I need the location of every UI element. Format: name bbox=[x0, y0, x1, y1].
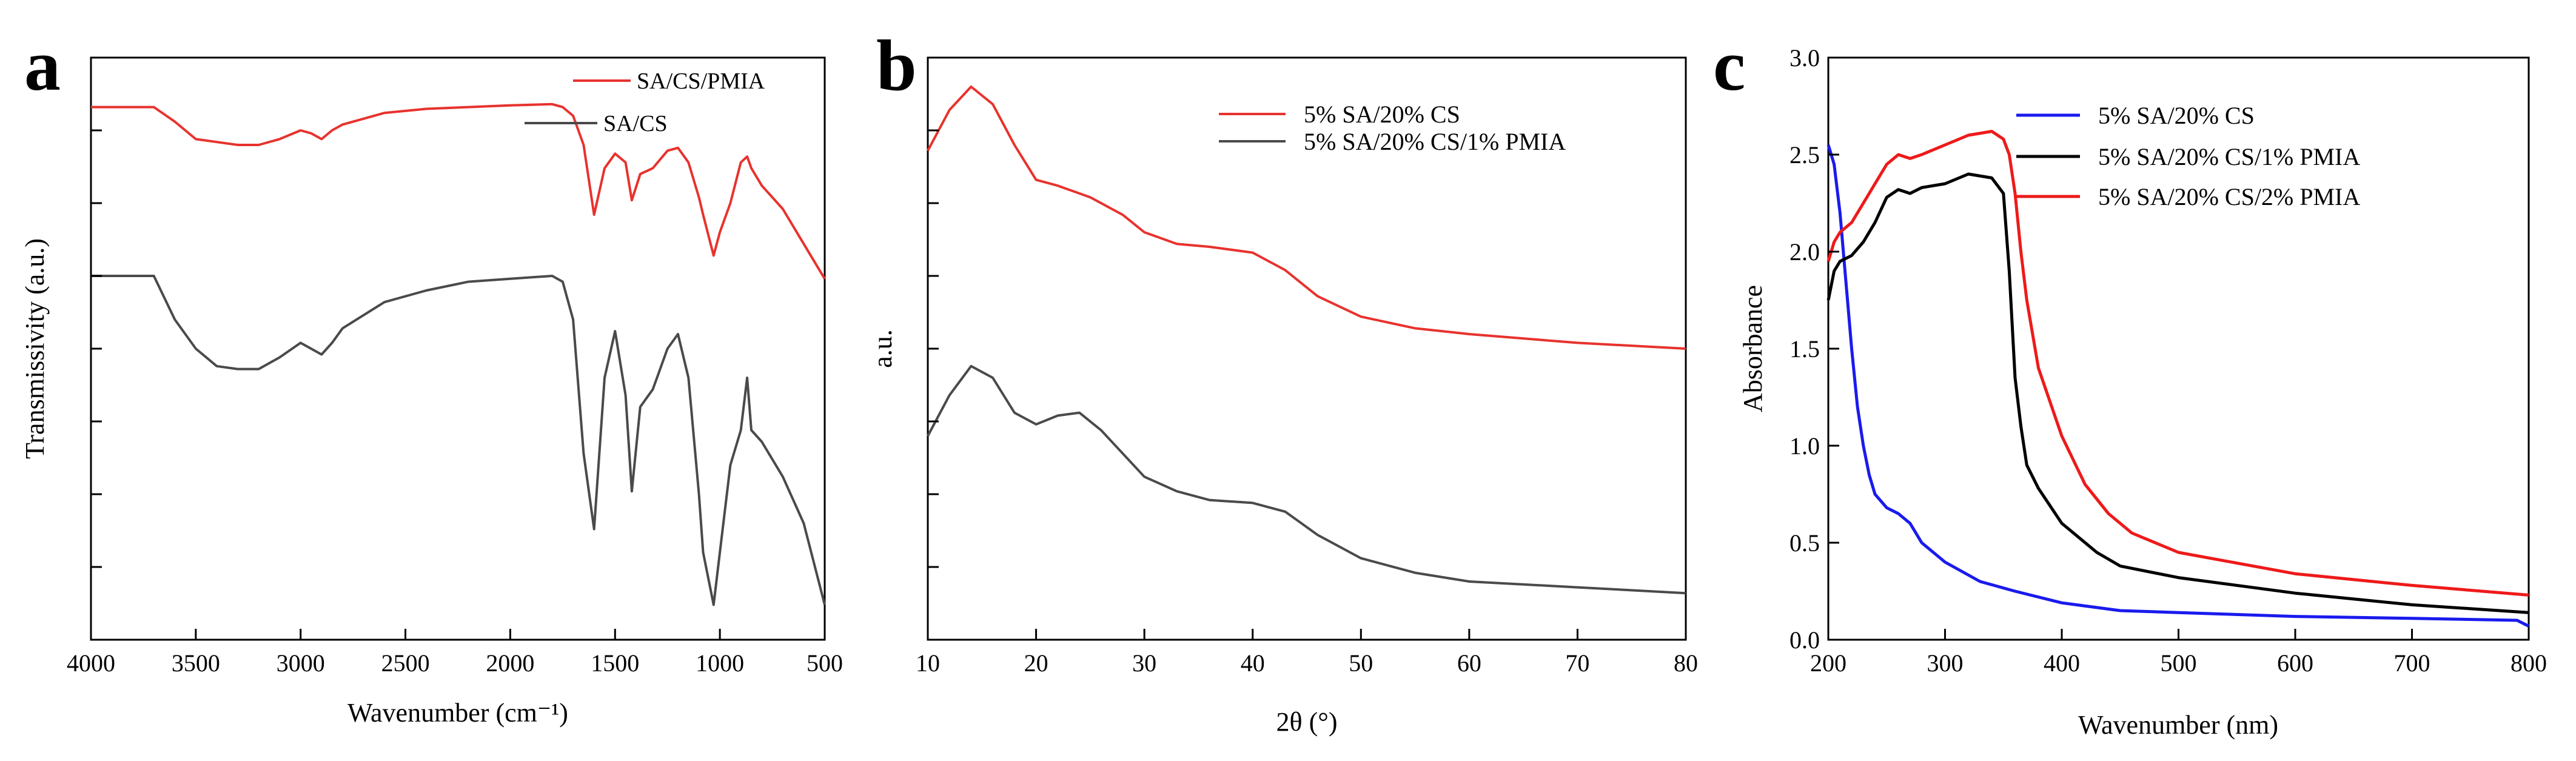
panel-b-x-axis-label: 2θ (°) bbox=[1276, 707, 1338, 737]
panel-c-x-tick-label: 400 bbox=[2044, 649, 2080, 677]
panel-c-axis-ticks: 200 300 400 500 600 700 800 0.0 0.5 1.0 1.5 2.0 2.5 3… bbox=[1789, 44, 2547, 677]
panel-a-x-tick-label: 1000 bbox=[696, 649, 744, 677]
panel-c-legend-label-1: 5% SA/20% CS bbox=[2098, 102, 2255, 129]
panel-b-series-line-2 bbox=[927, 364, 1686, 595]
panel-c-legend-label-2: 5% SA/20% CS/1% PMIA bbox=[2098, 143, 2360, 170]
panel-b-series-layer bbox=[927, 85, 1686, 595]
panel-c-series-line-1 bbox=[1826, 144, 2530, 628]
panel-a-x-tick-label: 1500 bbox=[591, 649, 639, 677]
panel-c-x-tick-label: 600 bbox=[2277, 649, 2313, 677]
panel-c-label: c bbox=[1713, 25, 1745, 106]
panel-b-x-tick-label: 20 bbox=[1024, 649, 1048, 677]
panel-b-x-tick-label: 70 bbox=[1565, 649, 1589, 677]
panel-b-legend-label-2: 5% SA/20% CS/1% PMIA bbox=[1304, 128, 1566, 155]
panel-c-series-line-3 bbox=[1826, 130, 2529, 597]
panel-a-series-line-1 bbox=[91, 102, 826, 280]
panel-c-y-tick-label: 2.0 bbox=[1789, 238, 1820, 266]
panel-a-series-line-2 bbox=[91, 275, 826, 606]
panel-c-x-tick-label: 500 bbox=[2161, 649, 2197, 677]
panel-c-legend-label-3: 5% SA/20% CS/2% PMIA bbox=[2098, 183, 2360, 210]
panel-b-x-tick-label: 80 bbox=[1674, 649, 1698, 677]
panel-c-x-tick-label: 300 bbox=[1927, 649, 1964, 677]
panel-a: 4000 3500 3000 2500 2000 1500 1000 500 a Wavenu… bbox=[20, 25, 843, 728]
panel-c-x-tick-label: 800 bbox=[2511, 649, 2547, 677]
panel-c-y-tick-label: 0.0 bbox=[1789, 626, 1820, 654]
panel-b-x-tick-label: 30 bbox=[1132, 649, 1156, 677]
panel-b-x-tick-label: 60 bbox=[1457, 649, 1481, 677]
panel-a-x-tick-label: 2500 bbox=[381, 649, 430, 677]
panel-a-x-tick-label: 4000 bbox=[67, 649, 115, 677]
panel-b-legend: 5% SA/20% CS 5% SA/20% CS/1% PMIA bbox=[1219, 101, 1566, 155]
panel-b: 10 20 30 40 50 60 70 80 b 2θ (°) a.u. 5% SA/20%… bbox=[868, 25, 1698, 737]
panel-a-series-layer bbox=[91, 102, 826, 606]
panel-b-x-tick-label: 50 bbox=[1349, 649, 1373, 677]
panel-c-legend: 5% SA/20% CS 5% SA/20% CS/1% PMIA 5% SA/… bbox=[2016, 102, 2360, 210]
panel-b-axis-ticks: 10 20 30 40 50 60 70 80 bbox=[916, 129, 1698, 677]
panel-c-series-line-2 bbox=[1826, 172, 2529, 614]
panel-a-x-tick-label: 500 bbox=[807, 649, 843, 677]
panel-a-y-axis-label: Transmissivity (a.u.) bbox=[20, 238, 50, 459]
panel-c-x-tick-label: 200 bbox=[1810, 649, 1846, 677]
panel-a-x-tick-label: 3000 bbox=[277, 649, 325, 677]
panel-c-y-tick-label: 3.0 bbox=[1789, 44, 1820, 72]
panel-a-legend-label-2: SA/CS bbox=[603, 111, 668, 136]
panel-b-y-axis-label: a.u. bbox=[868, 329, 897, 368]
panel-c-y-tick-label: 1.5 bbox=[1789, 335, 1820, 363]
panel-c: 200 300 400 500 600 700 800 0.0 0.5 1.0 1.5 2.0 2.5 3… bbox=[1713, 25, 2547, 740]
panel-a-x-tick-label: 2000 bbox=[486, 649, 534, 677]
panel-b-series-line-1 bbox=[927, 85, 1686, 350]
panel-c-x-axis-label: Wavenumber (nm) bbox=[2078, 710, 2278, 740]
panel-b-x-tick-label: 10 bbox=[916, 649, 940, 677]
panel-a-x-axis-label: Wavenumber (cm⁻¹) bbox=[347, 698, 568, 728]
panel-c-y-tick-label: 2.5 bbox=[1789, 141, 1820, 169]
panel-c-series-layer bbox=[1826, 130, 2530, 628]
panel-a-legend-label-1: SA/CS/PMIA bbox=[637, 69, 765, 94]
panel-c-x-tick-label: 700 bbox=[2394, 649, 2430, 677]
panel-a-legend: SA/CS/PMIA SA/CS bbox=[525, 69, 765, 136]
panel-c-y-tick-label: 1.0 bbox=[1789, 432, 1820, 460]
panel-b-label: b bbox=[876, 25, 917, 106]
panel-c-y-tick-label: 0.5 bbox=[1789, 529, 1820, 557]
panel-c-y-axis-label: Absorbance bbox=[1738, 285, 1768, 412]
panel-a-label: a bbox=[24, 25, 61, 106]
panel-b-legend-label-1: 5% SA/20% CS bbox=[1304, 101, 1460, 128]
panel-a-x-tick-label: 3500 bbox=[172, 649, 220, 677]
panel-b-x-tick-label: 40 bbox=[1241, 649, 1265, 677]
panel-a-axis-ticks: 4000 3500 3000 2500 2000 1500 1000 500 bbox=[67, 129, 843, 677]
